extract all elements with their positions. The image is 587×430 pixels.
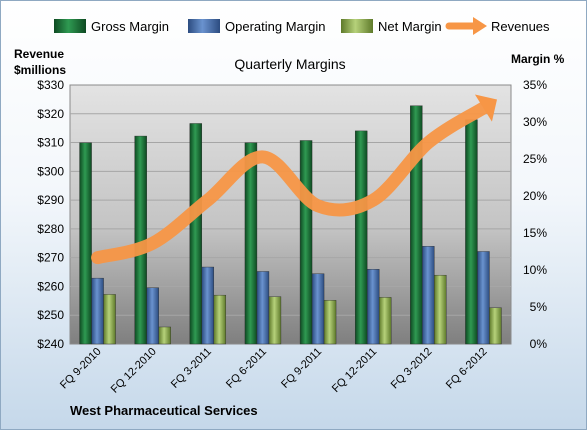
left-axis-title-line2: $millions <box>14 63 66 77</box>
revenue-line <box>91 94 497 265</box>
bars <box>79 105 502 345</box>
right-tick-label: 10% <box>523 263 547 277</box>
category-label: FQ 3-2011 <box>169 346 214 391</box>
bar-operating-margin <box>366 269 380 345</box>
bar-net-margin <box>323 300 337 345</box>
left-tick-label: $250 <box>37 308 64 322</box>
bar-net-margin <box>158 326 171 345</box>
revenue-arrowhead <box>474 94 497 122</box>
bar-gross-margin <box>244 142 258 345</box>
legend-swatch-operating-margin <box>188 19 220 33</box>
bar-operating-margin <box>146 287 159 345</box>
right-tick-label: 15% <box>523 226 547 240</box>
bar-operating-margin <box>201 266 215 345</box>
legend-label-revenues: Revenues <box>491 19 550 34</box>
left-tick-label: $300 <box>37 164 64 178</box>
bar-operating-margin <box>422 246 435 345</box>
bar-gross-margin <box>79 142 92 345</box>
left-axis-title-line1: Revenue <box>14 47 64 61</box>
legend-swatch-gross-margin <box>54 19 86 33</box>
right-tick-label: 25% <box>523 152 547 166</box>
bar-net-margin <box>378 297 392 345</box>
revenue-curve <box>91 101 490 265</box>
bar-net-margin <box>213 294 227 345</box>
right-tick-label: 35% <box>523 78 547 92</box>
bar-gross-margin <box>189 123 203 345</box>
bar-net-margin <box>434 274 447 345</box>
left-tick-label: $240 <box>37 337 64 351</box>
bar-operating-margin <box>311 273 325 345</box>
category-labels: FQ 9-2010 FQ 12-2010 FQ 3-2011 FQ 6-2011 FQ … <box>58 346 490 396</box>
right-tick-label: 5% <box>530 300 548 314</box>
bar-operating-margin <box>256 271 270 345</box>
category-label: FQ 9-2011 <box>279 346 324 391</box>
legend: Gross Margin Operating Margin Net Margin… <box>54 17 550 35</box>
right-axis-ticks: 0% 5% 10% 15% 20% 25% 30% 35% <box>523 78 547 351</box>
left-tick-label: $270 <box>37 251 64 265</box>
right-tick-label: 0% <box>530 337 548 351</box>
bar-operating-margin <box>91 277 104 345</box>
bar-gross-margin <box>299 140 313 345</box>
category-label: FQ 12-2011 <box>330 346 379 395</box>
right-tick-label: 20% <box>523 189 547 203</box>
bar-gross-margin <box>465 119 478 345</box>
category-label: FQ 3-2012 <box>389 346 435 392</box>
left-tick-label: $290 <box>37 193 64 207</box>
left-tick-label: $320 <box>37 107 64 121</box>
legend-arrowhead-revenues <box>473 17 487 35</box>
category-label: FQ 6-2012 <box>444 346 490 392</box>
legend-swatch-net-margin <box>341 19 373 33</box>
bar-gross-margin <box>354 130 368 345</box>
legend-label-operating-margin: Operating Margin <box>225 19 325 34</box>
bar-net-margin <box>489 307 502 345</box>
right-tick-label: 30% <box>523 115 547 129</box>
legend-label-net-margin: Net Margin <box>378 19 442 34</box>
company-name: West Pharmaceutical Services <box>70 403 258 418</box>
left-tick-label: $260 <box>37 279 64 293</box>
right-axis-title: Margin % <box>511 52 565 66</box>
bar-net-margin <box>103 294 116 345</box>
bar-net-margin <box>268 296 282 345</box>
left-axis-ticks: $240 $250 $260 $270 $280 $290 $300 $310 $320 $330 <box>37 78 64 351</box>
chart-title: Quarterly Margins <box>234 56 345 72</box>
category-label: FQ 12-2010 <box>109 346 159 396</box>
left-tick-label: $330 <box>37 78 64 92</box>
left-tick-label: $280 <box>37 222 64 236</box>
category-label: FQ 6-2011 <box>224 346 269 391</box>
bar-operating-margin <box>477 251 490 345</box>
legend-label-gross-margin: Gross Margin <box>91 19 169 34</box>
left-tick-label: $310 <box>37 136 64 150</box>
category-label: FQ 9-2010 <box>58 346 104 392</box>
